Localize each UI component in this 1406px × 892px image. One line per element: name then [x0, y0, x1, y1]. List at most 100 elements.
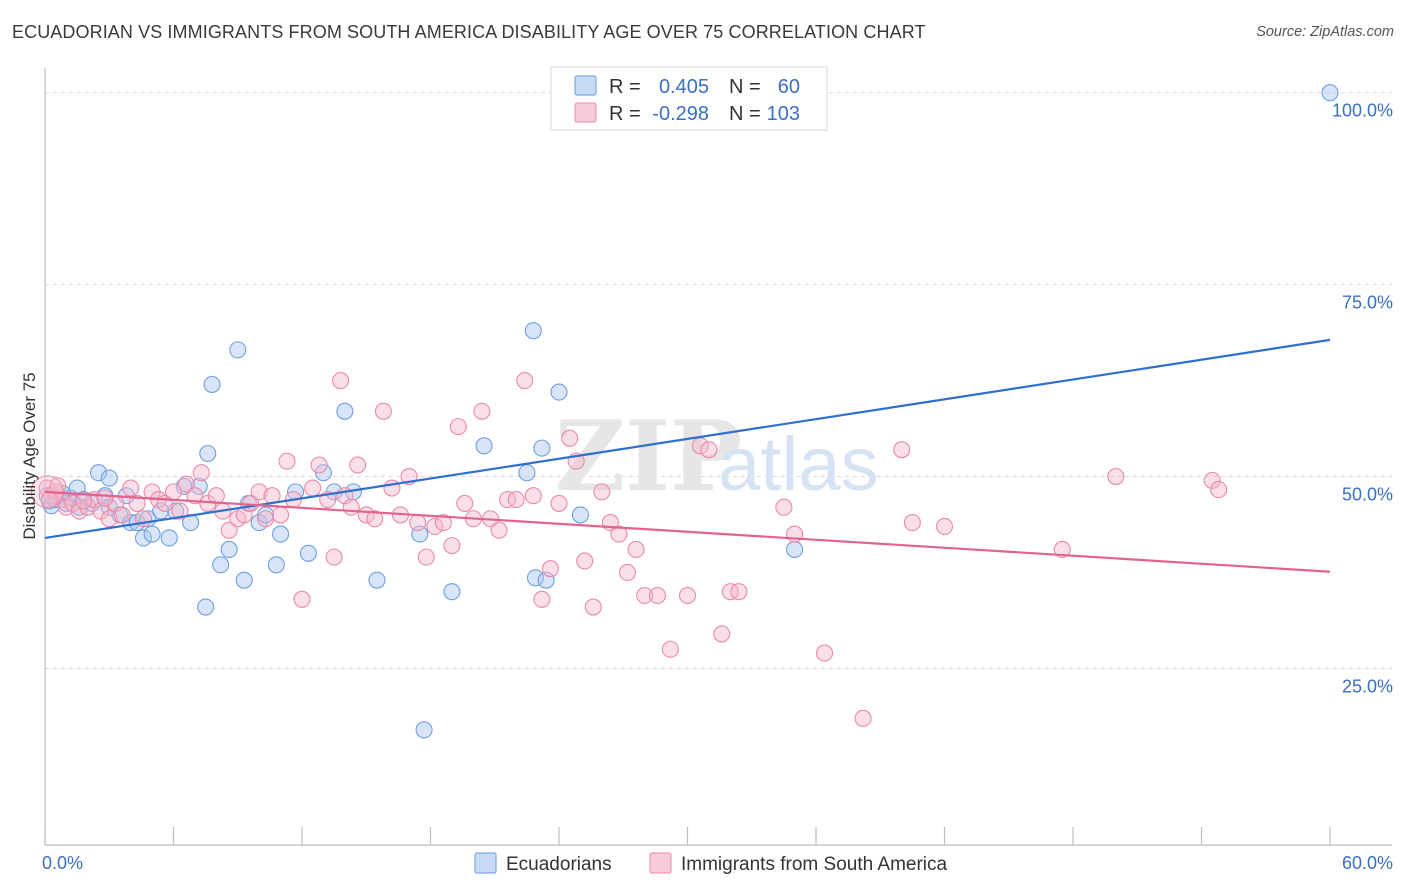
watermark-atlas: atlas — [718, 422, 879, 507]
ecuadorian-point-27 — [203, 375, 221, 393]
immigrant-point-55 — [434, 514, 452, 532]
immigrant-point-85 — [713, 625, 731, 643]
immigrant-point-34 — [272, 506, 290, 524]
immigrant-point-87 — [730, 583, 748, 601]
ecuadorian-point-50 — [526, 569, 544, 587]
ecuadorian-point-47 — [475, 437, 493, 455]
immigrant-point-66 — [524, 487, 542, 505]
x-tick-label-min: 0.0% — [42, 853, 83, 873]
immigrant-point-67 — [533, 590, 551, 608]
points-layer — [30, 84, 1339, 739]
immigrant-point-6 — [70, 502, 88, 520]
immigrant-point-22 — [186, 487, 204, 505]
immigrant-point-25 — [207, 487, 225, 505]
immigrant-point-102 — [96, 489, 114, 507]
immigrant-point-14 — [128, 494, 146, 512]
immigrant-point-69 — [550, 494, 568, 512]
immigrant-point-78 — [627, 540, 645, 559]
immigrant-point-76 — [610, 525, 628, 543]
ecuadorian-point-38 — [299, 544, 317, 562]
immigrant-point-41 — [325, 548, 343, 566]
y-tick-label-0: 25.0% — [1342, 676, 1393, 696]
immigrant-point-94 — [935, 517, 954, 535]
ecuadorian-point-56 — [1321, 84, 1339, 102]
immigrant-point-93 — [903, 514, 921, 532]
immigrant-point-31 — [250, 483, 268, 501]
legend-r-value-1: 0.405 — [659, 76, 709, 98]
immigrant-point-84 — [700, 441, 718, 459]
bottom-legend-label-ecuadorians: Ecuadorians — [506, 854, 612, 875]
ecuadorian-point-36 — [272, 525, 290, 543]
immigrant-point-37 — [293, 590, 311, 608]
immigrant-point-90 — [816, 644, 834, 662]
ecuadorian-point-20 — [160, 529, 178, 547]
bottom-legend-swatch-immigrants — [649, 852, 672, 874]
immigrant-point-72 — [576, 552, 594, 570]
ecuadorian-point-10 — [89, 464, 108, 482]
y-axis-label: Disability Age Over 75 — [20, 372, 39, 539]
immigrant-point-56 — [443, 537, 461, 555]
immigrant-point-47 — [366, 510, 384, 528]
ecuadorian-point-12 — [100, 469, 118, 487]
immigrant-point-82 — [678, 586, 697, 605]
source-credit: Source: ZipAtlas.com — [1256, 24, 1394, 40]
legend-swatch-ecuadorians — [574, 75, 597, 96]
ecuadorian-point-46 — [443, 583, 461, 601]
immigrant-point-13 — [122, 479, 140, 497]
immigrant-point-88 — [775, 498, 793, 516]
immigrant-point-42 — [331, 372, 350, 390]
legend-r-value-2: -0.298 — [652, 103, 709, 125]
immigrant-point-74 — [593, 483, 611, 501]
immigrant-point-77 — [618, 563, 637, 582]
ecuadorian-point-34 — [257, 506, 275, 524]
ecuadorian-point-26 — [199, 444, 217, 463]
immigrant-point-10 — [100, 510, 118, 528]
ecuadorian-point-17 — [134, 529, 153, 547]
axis-layer — [44, 68, 1392, 846]
immigrant-point-48 — [374, 402, 392, 420]
watermark: ZIP atlas — [555, 400, 879, 513]
watermark-zip: ZIP — [555, 400, 742, 513]
ecuadorian-point-49 — [524, 322, 542, 340]
ecuadorian-point-30 — [229, 341, 247, 359]
legend-n-label-1: N = — [729, 76, 761, 98]
ecuadorian-point-24 — [190, 477, 208, 496]
immigrant-point-98 — [1210, 481, 1228, 499]
bottom-legend-label-immigrants: Immigrants from South America — [681, 854, 948, 875]
ecuadorian-point-54 — [571, 506, 589, 524]
immigrant-point-39 — [310, 456, 328, 474]
immigrant-point-86 — [721, 583, 739, 601]
immigrant-trendline — [44, 490, 1331, 573]
stats-legend-box — [550, 66, 828, 131]
y-tick-label-1: 50.0% — [1342, 485, 1393, 505]
immigrant-point-57 — [449, 418, 467, 436]
y-tick-label-3: 100.0% — [1332, 101, 1393, 121]
legend-r-label-2: R = — [609, 103, 641, 125]
immigrant-point-45 — [349, 456, 367, 474]
immigrant-point-32 — [257, 510, 275, 528]
legend-r-label-1: R = — [609, 76, 641, 98]
immigrant-point-35 — [278, 452, 296, 470]
immigrant-point-79 — [636, 586, 654, 605]
immigrant-point-73 — [584, 598, 602, 616]
immigrant-point-68 — [541, 560, 559, 578]
ecuadorian-point-55 — [786, 540, 804, 559]
ecuadorian-point-25 — [197, 598, 215, 616]
immigrant-point-95 — [1053, 540, 1071, 559]
ecuadorian-point-51 — [533, 439, 551, 457]
ecuadorian-point-45 — [415, 721, 433, 739]
immigrant-point-44 — [342, 498, 360, 516]
trend-layer — [44, 338, 1331, 573]
immigrant-point-38 — [304, 479, 322, 497]
immigrant-point-96 — [1107, 467, 1125, 486]
bottom-legend-swatch-ecuadorians — [474, 852, 497, 874]
immigrant-point-58 — [456, 494, 474, 512]
immigrant-point-60 — [473, 402, 491, 420]
ecuadorian-point-53 — [550, 383, 568, 401]
immigrant-point-92 — [893, 441, 911, 459]
ecuadorian-point-41 — [336, 402, 354, 420]
stats-legend: R = 0.405 N = 60 R = -0.298 N = 103 — [550, 66, 828, 131]
immigrant-point-20 — [171, 502, 189, 520]
immigrant-point-27 — [220, 521, 238, 539]
